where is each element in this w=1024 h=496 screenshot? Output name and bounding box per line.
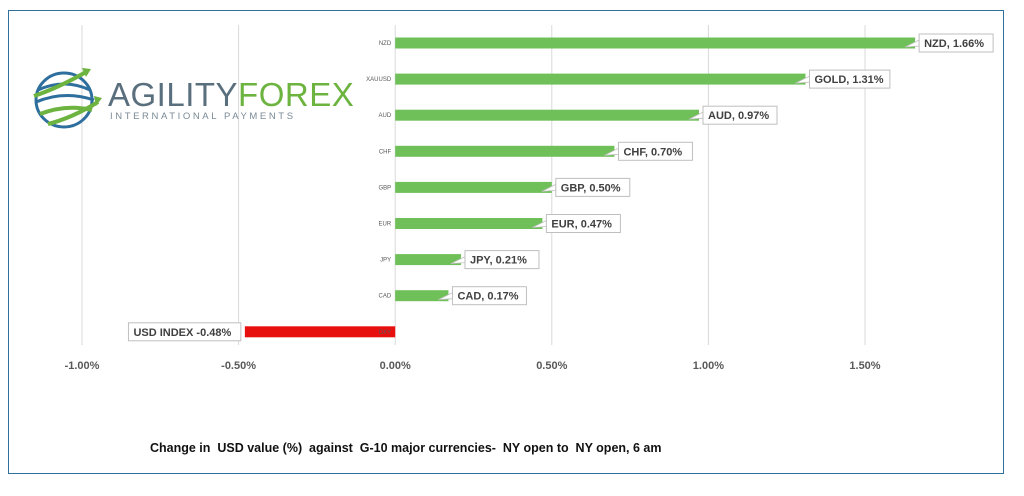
data-label-box — [617, 141, 693, 161]
data-label: GBP, 0.50% — [561, 182, 621, 194]
x-tick-label: -1.00% — [65, 360, 100, 372]
x-tick-label: 1.00% — [693, 360, 724, 372]
data-label: JPY, 0.21% — [470, 255, 527, 267]
bar — [395, 73, 806, 85]
x-tick-label: 0.00% — [380, 360, 411, 372]
category-labels: NZD XAUUSD AUD CHF GBP EUR JPY CAD DXY — [366, 41, 392, 336]
data-label-box — [808, 69, 891, 89]
bars — [244, 37, 916, 338]
category-label: DXY — [379, 330, 391, 336]
data-label-box — [545, 214, 621, 233]
x-tick-label: 0.50% — [536, 360, 567, 372]
bar — [395, 181, 552, 193]
bar — [395, 254, 461, 266]
data-label: GOLD, 1.31% — [814, 74, 883, 86]
bar — [395, 218, 543, 229]
category-label: XAUUSD — [366, 77, 392, 83]
bar — [395, 145, 615, 157]
data-label: EUR, 0.47% — [551, 219, 612, 231]
category-label: AUD — [379, 113, 392, 119]
x-axis-ticks: -1.00% -0.50% 0.00% 0.50% 1.00% 1.50% — [65, 360, 881, 372]
bar — [244, 326, 396, 338]
category-label: CAD — [379, 294, 392, 300]
x-tick-label: -0.50% — [221, 360, 256, 372]
x-tick-label: 1.50% — [849, 360, 880, 372]
globe-swoosh-icon — [33, 68, 102, 129]
bar — [395, 109, 700, 121]
logo-name-part2: FOREX — [238, 76, 355, 113]
data-label-box — [555, 177, 631, 197]
category-label: GBP — [379, 185, 392, 191]
chart-caption: Change in USD value (%) against G-10 maj… — [150, 441, 662, 455]
data-label: CAD, 0.17% — [457, 291, 518, 303]
bar — [395, 37, 916, 49]
data-label-box — [451, 286, 527, 306]
category-label: EUR — [379, 222, 392, 228]
data-label-box — [702, 105, 778, 125]
data-label: CHF, 0.70% — [623, 146, 682, 158]
data-label-box — [127, 322, 242, 342]
data-label-box — [464, 250, 540, 270]
category-label: CHF — [379, 149, 392, 155]
data-label: NZD, 1.66% — [924, 38, 984, 50]
bar — [395, 290, 449, 302]
agility-forex-logo: AGILITYFOREX INTERNATIONAL PAYMENTS — [28, 60, 354, 140]
logo-tagline: INTERNATIONAL PAYMENTS — [110, 111, 296, 122]
category-label: JPY — [380, 258, 391, 264]
data-label: AUD, 0.97% — [708, 110, 769, 122]
chart-frame — [8, 10, 1004, 474]
logo-wordmark: AGILITYFOREX — [108, 78, 354, 111]
data-label-box — [918, 33, 994, 53]
data-labels: NZD, 1.66% GOLD, 1.31% AUD, 0.97% CHF, 0.70… — [127, 33, 994, 342]
category-label: NZD — [379, 41, 392, 47]
data-label: USD INDEX -0.48% — [133, 327, 231, 339]
logo-name-part1: AGILITY — [108, 76, 239, 113]
